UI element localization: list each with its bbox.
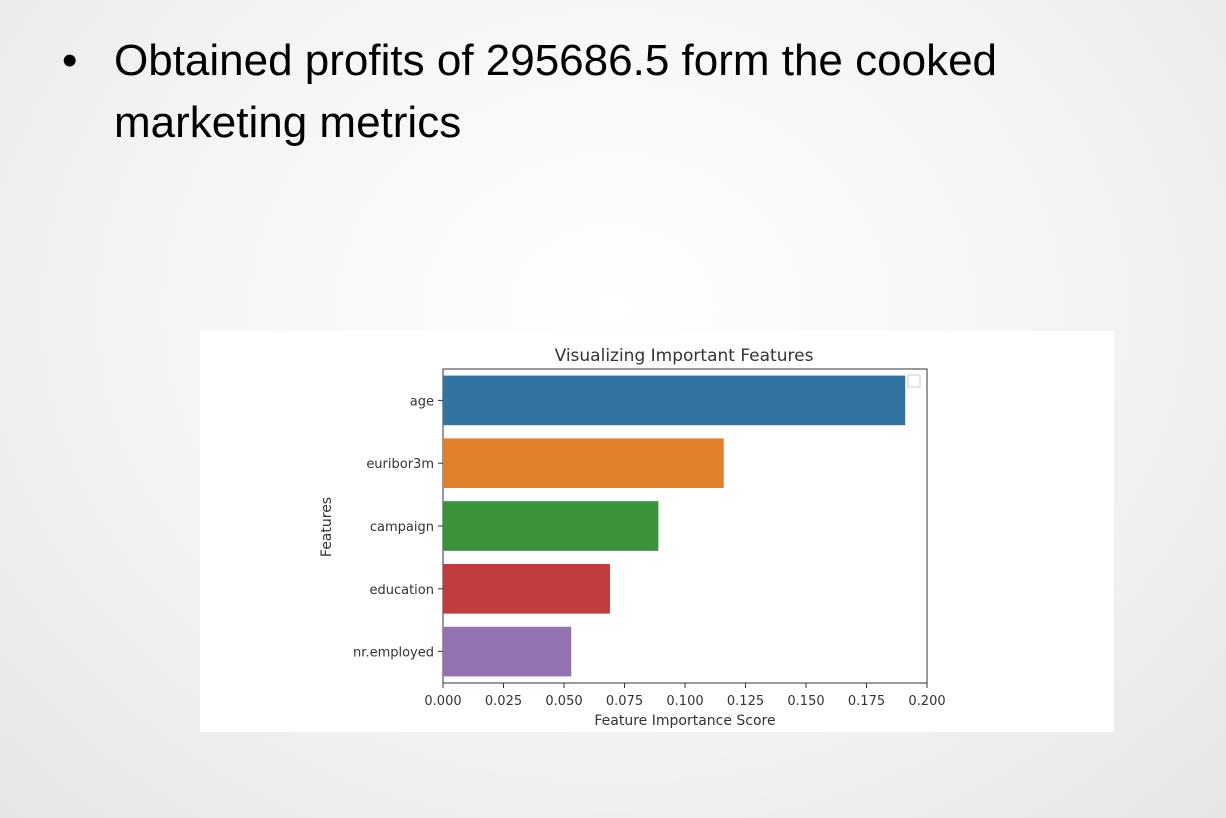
bar-nr-employed [443, 626, 572, 677]
x-tick-label: 0.125 [727, 694, 764, 709]
x-tick-label: 0.025 [485, 694, 522, 709]
bar-euribor3m [443, 438, 724, 489]
chart-title: Visualizing Important Features [555, 346, 814, 366]
x-tick-label: 0.200 [908, 694, 945, 709]
x-axis-label: Feature Importance Score [594, 713, 775, 729]
legend-box [907, 374, 921, 388]
chart-panel: Visualizing Important Features age euribo… [200, 331, 1114, 732]
x-tick-label: 0.175 [848, 694, 885, 709]
y-tick-label: campaign [370, 520, 434, 535]
x-tick-label: 0.050 [545, 694, 582, 709]
x-tick-label: 0.075 [606, 694, 643, 709]
bar-education [443, 563, 610, 614]
bar-campaign [443, 501, 659, 551]
y-axis-label: Features [319, 497, 335, 557]
y-tick-label: education [369, 583, 434, 598]
bullet-point: • [62, 36, 78, 85]
feature-importance-chart: Visualizing Important Features age euribo… [319, 346, 946, 729]
bar-age [443, 375, 906, 426]
x-tick-label: 0.100 [666, 694, 703, 709]
x-tick-label: 0.000 [424, 694, 461, 709]
y-tick-label: nr.employed [353, 646, 434, 661]
y-tick-label: age [410, 394, 434, 409]
y-tick-label: euribor3m [366, 457, 434, 472]
bullet-text: Obtained profits of 295686.5 form the co… [114, 36, 998, 147]
x-tick-label: 0.150 [787, 694, 824, 709]
